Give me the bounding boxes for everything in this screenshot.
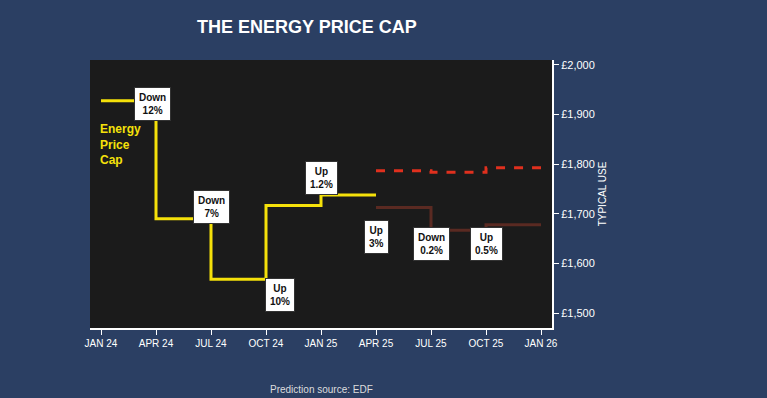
svg-text:JAN 26: JAN 26 bbox=[525, 338, 558, 349]
svg-text:TYPICAL USE: TYPICAL USE bbox=[597, 161, 608, 226]
svg-text:JAN 25: JAN 25 bbox=[305, 338, 338, 349]
svg-text:£1,500: £1,500 bbox=[561, 307, 595, 319]
svg-text:JAN 24: JAN 24 bbox=[85, 338, 118, 349]
svg-text:£2,000: £2,000 bbox=[561, 59, 595, 71]
svg-text:THE ENERGY PRICE CAP: THE ENERGY PRICE CAP bbox=[197, 17, 417, 37]
svg-text:£1,700: £1,700 bbox=[561, 208, 595, 220]
svg-text:APR 24: APR 24 bbox=[139, 338, 174, 349]
svg-text:Prediction source: EDF: Prediction source: EDF bbox=[270, 384, 373, 395]
svg-text:Up0.5%: Up0.5% bbox=[475, 232, 498, 256]
svg-text:£1,800: £1,800 bbox=[561, 158, 595, 170]
svg-text:OCT 24: OCT 24 bbox=[249, 338, 284, 349]
svg-text:APR 25: APR 25 bbox=[359, 338, 394, 349]
svg-text:Up3%: Up3% bbox=[369, 225, 384, 249]
svg-text:Down0.2%: Down0.2% bbox=[418, 232, 445, 256]
svg-text:EnergyPriceCap: EnergyPriceCap bbox=[100, 122, 141, 167]
svg-text:Down12%: Down12% bbox=[139, 92, 166, 116]
svg-text:£1,600: £1,600 bbox=[561, 257, 595, 269]
svg-text:OCT 25: OCT 25 bbox=[469, 338, 504, 349]
svg-text:£1,900: £1,900 bbox=[561, 108, 595, 120]
svg-text:JUL 25: JUL 25 bbox=[415, 338, 447, 349]
svg-text:JUL 24: JUL 24 bbox=[195, 338, 227, 349]
svg-text:Up10%: Up10% bbox=[270, 283, 290, 307]
svg-text:Up1.2%: Up1.2% bbox=[310, 166, 333, 190]
svg-text:Down7%: Down7% bbox=[198, 195, 225, 219]
